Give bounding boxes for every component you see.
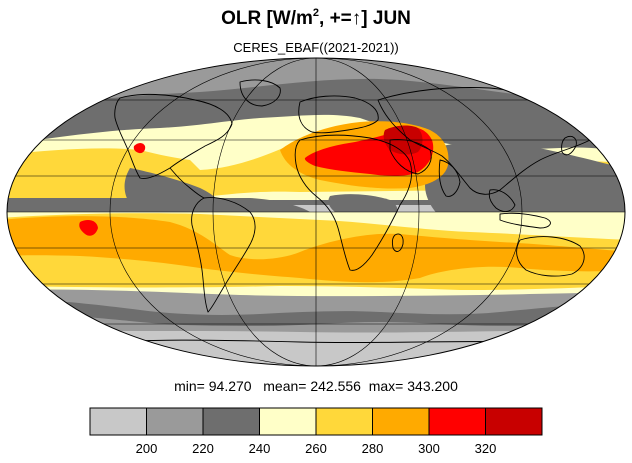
olr-field <box>7 58 625 366</box>
colorbar-box <box>259 407 317 436</box>
colorbar: 200 220 240 260 280 300 320 <box>89 407 543 456</box>
stat-min-value: 94.270 <box>208 378 252 394</box>
stat-min-label: min= <box>174 378 205 394</box>
title-superscript: 2 <box>312 7 320 19</box>
colorbar-box <box>146 407 204 436</box>
colorbar-box <box>485 407 543 436</box>
stat-max-label: max= <box>368 378 404 394</box>
meridian <box>212 58 420 366</box>
field-mexico-red <box>133 143 146 154</box>
colorbar-box <box>202 407 260 436</box>
colorbar-boxes <box>89 407 543 436</box>
colorbar-box <box>372 407 430 436</box>
colorbar-box <box>428 407 486 436</box>
colorbar-tick-label: 200 <box>136 441 158 456</box>
longitude-lines <box>109 58 523 366</box>
coast-greenland <box>239 79 281 107</box>
map-title: OLR [W/m2, +=↑] JUN <box>0 8 632 30</box>
coast-india <box>438 159 461 197</box>
coast-south-america <box>191 197 256 313</box>
title-main: OLR [W/m <box>221 8 313 29</box>
coast-new-zealand <box>598 281 607 294</box>
globe-outline <box>6 57 626 367</box>
colorbar-box <box>89 407 147 436</box>
coast-africa <box>294 134 412 271</box>
colorbar-tick-label: 320 <box>475 441 497 456</box>
colorbar-tick-label: 300 <box>418 441 440 456</box>
coast-madagascar <box>391 233 404 252</box>
stat-max-value: 343.200 <box>407 378 458 394</box>
map-subtitle: CERES_EBAF((2021-2021)) <box>233 40 399 55</box>
colorbar-tick-label: 220 <box>192 441 214 456</box>
coast-japan <box>561 135 577 156</box>
stats-line: min= 94.270 mean= 242.556 max= 343.200 <box>0 378 632 395</box>
colorbar-tick-label: 280 <box>362 441 384 456</box>
title-rest: , +=↑] JUN <box>319 8 411 29</box>
coast-southeast-asia <box>488 189 516 212</box>
stat-mean-label: mean= <box>263 378 307 394</box>
colorbar-tick-label: 240 <box>249 441 271 456</box>
colorbar-box <box>315 407 373 436</box>
colorbar-tick-label: 260 <box>305 441 327 456</box>
coast-indonesia <box>499 212 551 229</box>
colorbar-labels: 200 220 240 260 280 300 320 <box>136 441 497 456</box>
coast-central-america <box>169 167 205 199</box>
field-spacific-red <box>79 220 98 236</box>
coast-australia <box>516 236 585 277</box>
meridian <box>109 58 523 366</box>
coast-europe <box>298 95 379 134</box>
stat-mean-value: 242.556 <box>310 378 361 394</box>
field-itcz-dark <box>7 198 310 212</box>
